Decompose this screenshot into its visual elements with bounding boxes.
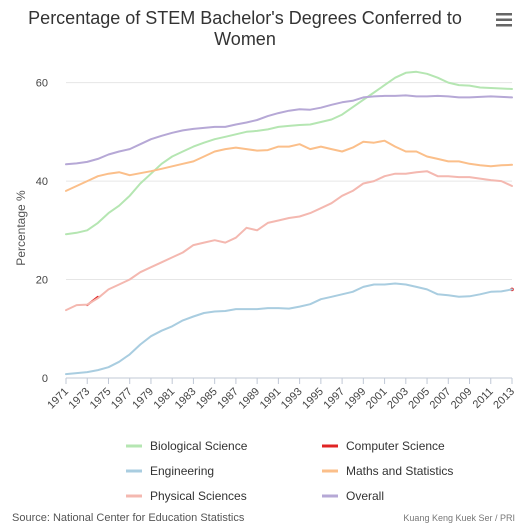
x-tick-label: 2003 bbox=[385, 386, 411, 412]
legend-item-computer-science[interactable]: Computer Science bbox=[322, 439, 445, 453]
y-tick-label: 60 bbox=[36, 78, 48, 90]
legend-item-biological-science[interactable]: Biological Science bbox=[126, 439, 248, 453]
x-tick-label: 1987 bbox=[215, 386, 241, 412]
x-tick-label: 2013 bbox=[491, 386, 517, 412]
series-line-engineering[interactable] bbox=[65, 282, 513, 376]
x-tick-label: 1997 bbox=[321, 386, 347, 412]
y-axis-ticks: 0 20 40 60 bbox=[36, 78, 48, 385]
x-tick-label: 1991 bbox=[258, 386, 284, 412]
series-line-overall[interactable] bbox=[65, 94, 513, 166]
legend-label: Physical Sciences bbox=[150, 489, 247, 503]
legend: Biological Science Computer Science Engine… bbox=[126, 439, 453, 503]
x-tick-label: 2001 bbox=[364, 386, 390, 412]
legend-label: Maths and Statistics bbox=[346, 464, 453, 478]
y-tick-label: 0 bbox=[42, 373, 48, 385]
x-tick-label: 1983 bbox=[173, 386, 199, 412]
series-line-physical-sciences[interactable] bbox=[65, 170, 513, 312]
hamburger-menu-icon[interactable] bbox=[494, 12, 514, 28]
x-tick-label: 1989 bbox=[236, 386, 262, 412]
x-tick-label: 1999 bbox=[343, 386, 369, 412]
chart-title-line2: Women bbox=[214, 29, 276, 49]
x-tick-label: 1995 bbox=[300, 386, 326, 412]
x-tick-label: 1971 bbox=[45, 386, 71, 412]
legend-item-overall[interactable]: Overall bbox=[322, 489, 384, 503]
x-tick-label: 1979 bbox=[130, 386, 156, 412]
x-tick-label: 2005 bbox=[406, 386, 432, 412]
legend-label: Overall bbox=[346, 489, 384, 503]
x-tick-label: 1975 bbox=[88, 386, 114, 412]
x-axis-ticks: 1971197319751977197919811983198519871989… bbox=[45, 378, 517, 411]
gridlines bbox=[66, 82, 512, 379]
x-tick-label: 2007 bbox=[428, 386, 454, 412]
legend-label: Computer Science bbox=[346, 439, 445, 453]
series-line-maths-and-statistics[interactable] bbox=[65, 139, 513, 192]
series-line-biological-science[interactable] bbox=[65, 70, 513, 236]
legend-label: Biological Science bbox=[150, 439, 248, 453]
x-tick-label: 2009 bbox=[449, 386, 475, 412]
series-line-computer-science[interactable] bbox=[87, 289, 512, 305]
x-tick-label: 2011 bbox=[471, 386, 496, 411]
chart-title-line1: Percentage of STEM Bachelor's Degrees Co… bbox=[28, 8, 462, 28]
x-tick-label: 1981 bbox=[152, 386, 178, 412]
y-tick-label: 40 bbox=[36, 176, 48, 188]
legend-item-physical-sciences[interactable]: Physical Sciences bbox=[126, 489, 247, 503]
x-tick-label: 1985 bbox=[194, 386, 220, 412]
legend-item-engineering[interactable]: Engineering bbox=[126, 464, 214, 478]
x-tick-label: 1977 bbox=[109, 386, 135, 412]
legend-label: Engineering bbox=[150, 464, 214, 478]
y-tick-label: 20 bbox=[36, 275, 48, 287]
y-axis-title: Percentage % bbox=[14, 190, 28, 266]
source-credit: Source: National Center for Education St… bbox=[12, 512, 245, 524]
author-credit: Kuang Keng Kuek Ser / PRI bbox=[403, 513, 515, 523]
x-tick-label: 1993 bbox=[279, 386, 305, 412]
x-tick-label: 1973 bbox=[67, 386, 93, 412]
series-lines bbox=[65, 70, 514, 376]
legend-item-maths-and-statistics[interactable]: Maths and Statistics bbox=[322, 464, 453, 478]
